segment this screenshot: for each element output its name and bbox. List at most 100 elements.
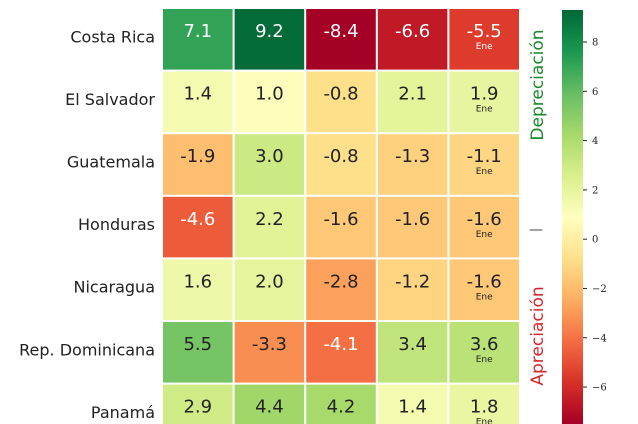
cell-value-label: 1.6 (183, 271, 212, 292)
colorbar-tick-label: 6 (592, 87, 598, 98)
cell-value-label: 3.4 (398, 334, 427, 355)
cell-value-label: 7.1 (183, 21, 212, 42)
row-label: Rep. Dominicana (19, 340, 155, 359)
colorbar-tick-label: 0 (592, 235, 598, 246)
cell-value-label: 2.9 (183, 397, 212, 418)
cell-value-label: 2.2 (255, 209, 284, 230)
heatmap-cell (163, 196, 233, 258)
cell-value-label: -2.8 (323, 271, 358, 292)
cell-value-label: -0.8 (323, 146, 358, 167)
heatmap-cell (306, 134, 376, 195)
heatmap-cell (163, 322, 233, 383)
row-labels: Costa Rica El Salvador Guatemala Honduras Ni… (19, 27, 155, 422)
heatmap-cell (449, 259, 519, 320)
heatmap-cell (163, 384, 233, 424)
side-separator: — (529, 222, 543, 238)
heatmap-cell (377, 196, 448, 258)
heatmap-cell (163, 71, 233, 133)
cell-value-label: 1.8 (470, 397, 499, 418)
heatmap-cell (377, 259, 448, 320)
cell-value-label: -1.6 (467, 271, 502, 292)
heatmap-cell (449, 71, 519, 133)
colorbar-tick-label: 8 (592, 38, 598, 49)
heatmap-cell (234, 71, 305, 133)
heatmap-cell (306, 259, 376, 320)
heatmap-cell (306, 9, 376, 70)
cell-month-note: Ene (476, 230, 493, 240)
heatmap-cell (306, 322, 376, 383)
colorbar-tick-label: 4 (592, 136, 598, 147)
heatmap-cell (377, 134, 448, 195)
cell-value-label: 2.1 (398, 84, 427, 105)
heatmap-cell (449, 384, 519, 424)
row-label: El Salvador (65, 90, 155, 109)
cell-value-label: -1.6 (467, 209, 502, 230)
cell-value-label: 1.4 (398, 397, 427, 418)
colorbar: 8 6 4 2 0 −2 −4 −6 (562, 10, 607, 424)
heatmap-cell (234, 322, 305, 383)
heatmap-cell (306, 71, 376, 133)
cell-value-label: -1.6 (395, 209, 430, 230)
cell-month-note: Ene (476, 42, 493, 52)
row-label: Costa Rica (70, 27, 155, 46)
cell-value-label: -8.4 (323, 21, 358, 42)
cell-value-label: 1.0 (255, 84, 284, 105)
cell-month-note: Ene (476, 292, 493, 302)
cell-month-note: Ene (476, 105, 493, 115)
heatmap-cell (163, 259, 233, 320)
colorbar-gradient (562, 10, 583, 424)
heatmap-cell (234, 384, 305, 424)
row-label: Nicaragua (74, 278, 156, 297)
heatmap-cell (449, 134, 519, 195)
colorbar-tick-label: −4 (592, 333, 607, 344)
cell-value-label: 9.2 (255, 21, 284, 42)
cell-value-label: 4.2 (327, 397, 356, 418)
cell-value-label: -4.6 (180, 209, 215, 230)
cell-value-label: 1.4 (183, 84, 212, 105)
cell-value-label: -1.3 (395, 146, 430, 167)
side-annotations: Depreciación — Apreciación (528, 29, 548, 385)
row-label: Honduras (78, 215, 155, 234)
cell-value-label: -4.1 (323, 334, 358, 355)
colorbar-tick-label: −2 (592, 284, 607, 295)
row-label: Guatemala (67, 153, 155, 172)
depreciation-label: Depreciación (528, 29, 548, 140)
cell-value-label: -0.8 (323, 84, 358, 105)
cell-value-label: -5.5 (467, 21, 502, 42)
cell-value-label: -1.9 (180, 146, 215, 167)
cell-month-note: Ene (476, 167, 493, 177)
cell-value-label: -1.2 (395, 271, 430, 292)
heatmap-cell (163, 134, 233, 195)
cell-value-label: -6.6 (395, 21, 430, 42)
cell-value-label: -1.6 (323, 209, 358, 230)
heatmap-cell (306, 384, 376, 424)
cell-value-label: -3.3 (252, 334, 287, 355)
heatmap-cell (377, 9, 448, 70)
cell-month-note: Ene (476, 418, 493, 424)
colorbar-tick-label: 2 (592, 185, 598, 196)
heatmap-cell (234, 196, 305, 258)
cell-value-label: 5.5 (183, 334, 212, 355)
cell-value-label: 3.6 (470, 334, 499, 355)
cell-value-label: 4.4 (255, 397, 284, 418)
row-label: Panamá (91, 403, 155, 422)
cell-value-label: -1.1 (467, 146, 502, 167)
cell-month-note: Ene (476, 355, 493, 365)
cell-value-label: 1.9 (470, 84, 499, 105)
heatmap-cell (163, 9, 233, 70)
heatmap-cell (449, 196, 519, 258)
heatmap-cell (377, 384, 448, 424)
heatmap-cell (234, 259, 305, 320)
heatmap-cell (377, 322, 448, 383)
heatmap-cell (306, 196, 376, 258)
heatmap-cell (449, 322, 519, 383)
appreciation-label: Apreciación (528, 286, 548, 385)
cell-value-label: 2.0 (255, 271, 284, 292)
heatmap-cell (234, 134, 305, 195)
colorbar-tick-label: −6 (592, 383, 607, 394)
heatmap-cell (449, 9, 519, 70)
heatmap-cell (234, 9, 305, 70)
heatmap-cell (377, 71, 448, 133)
